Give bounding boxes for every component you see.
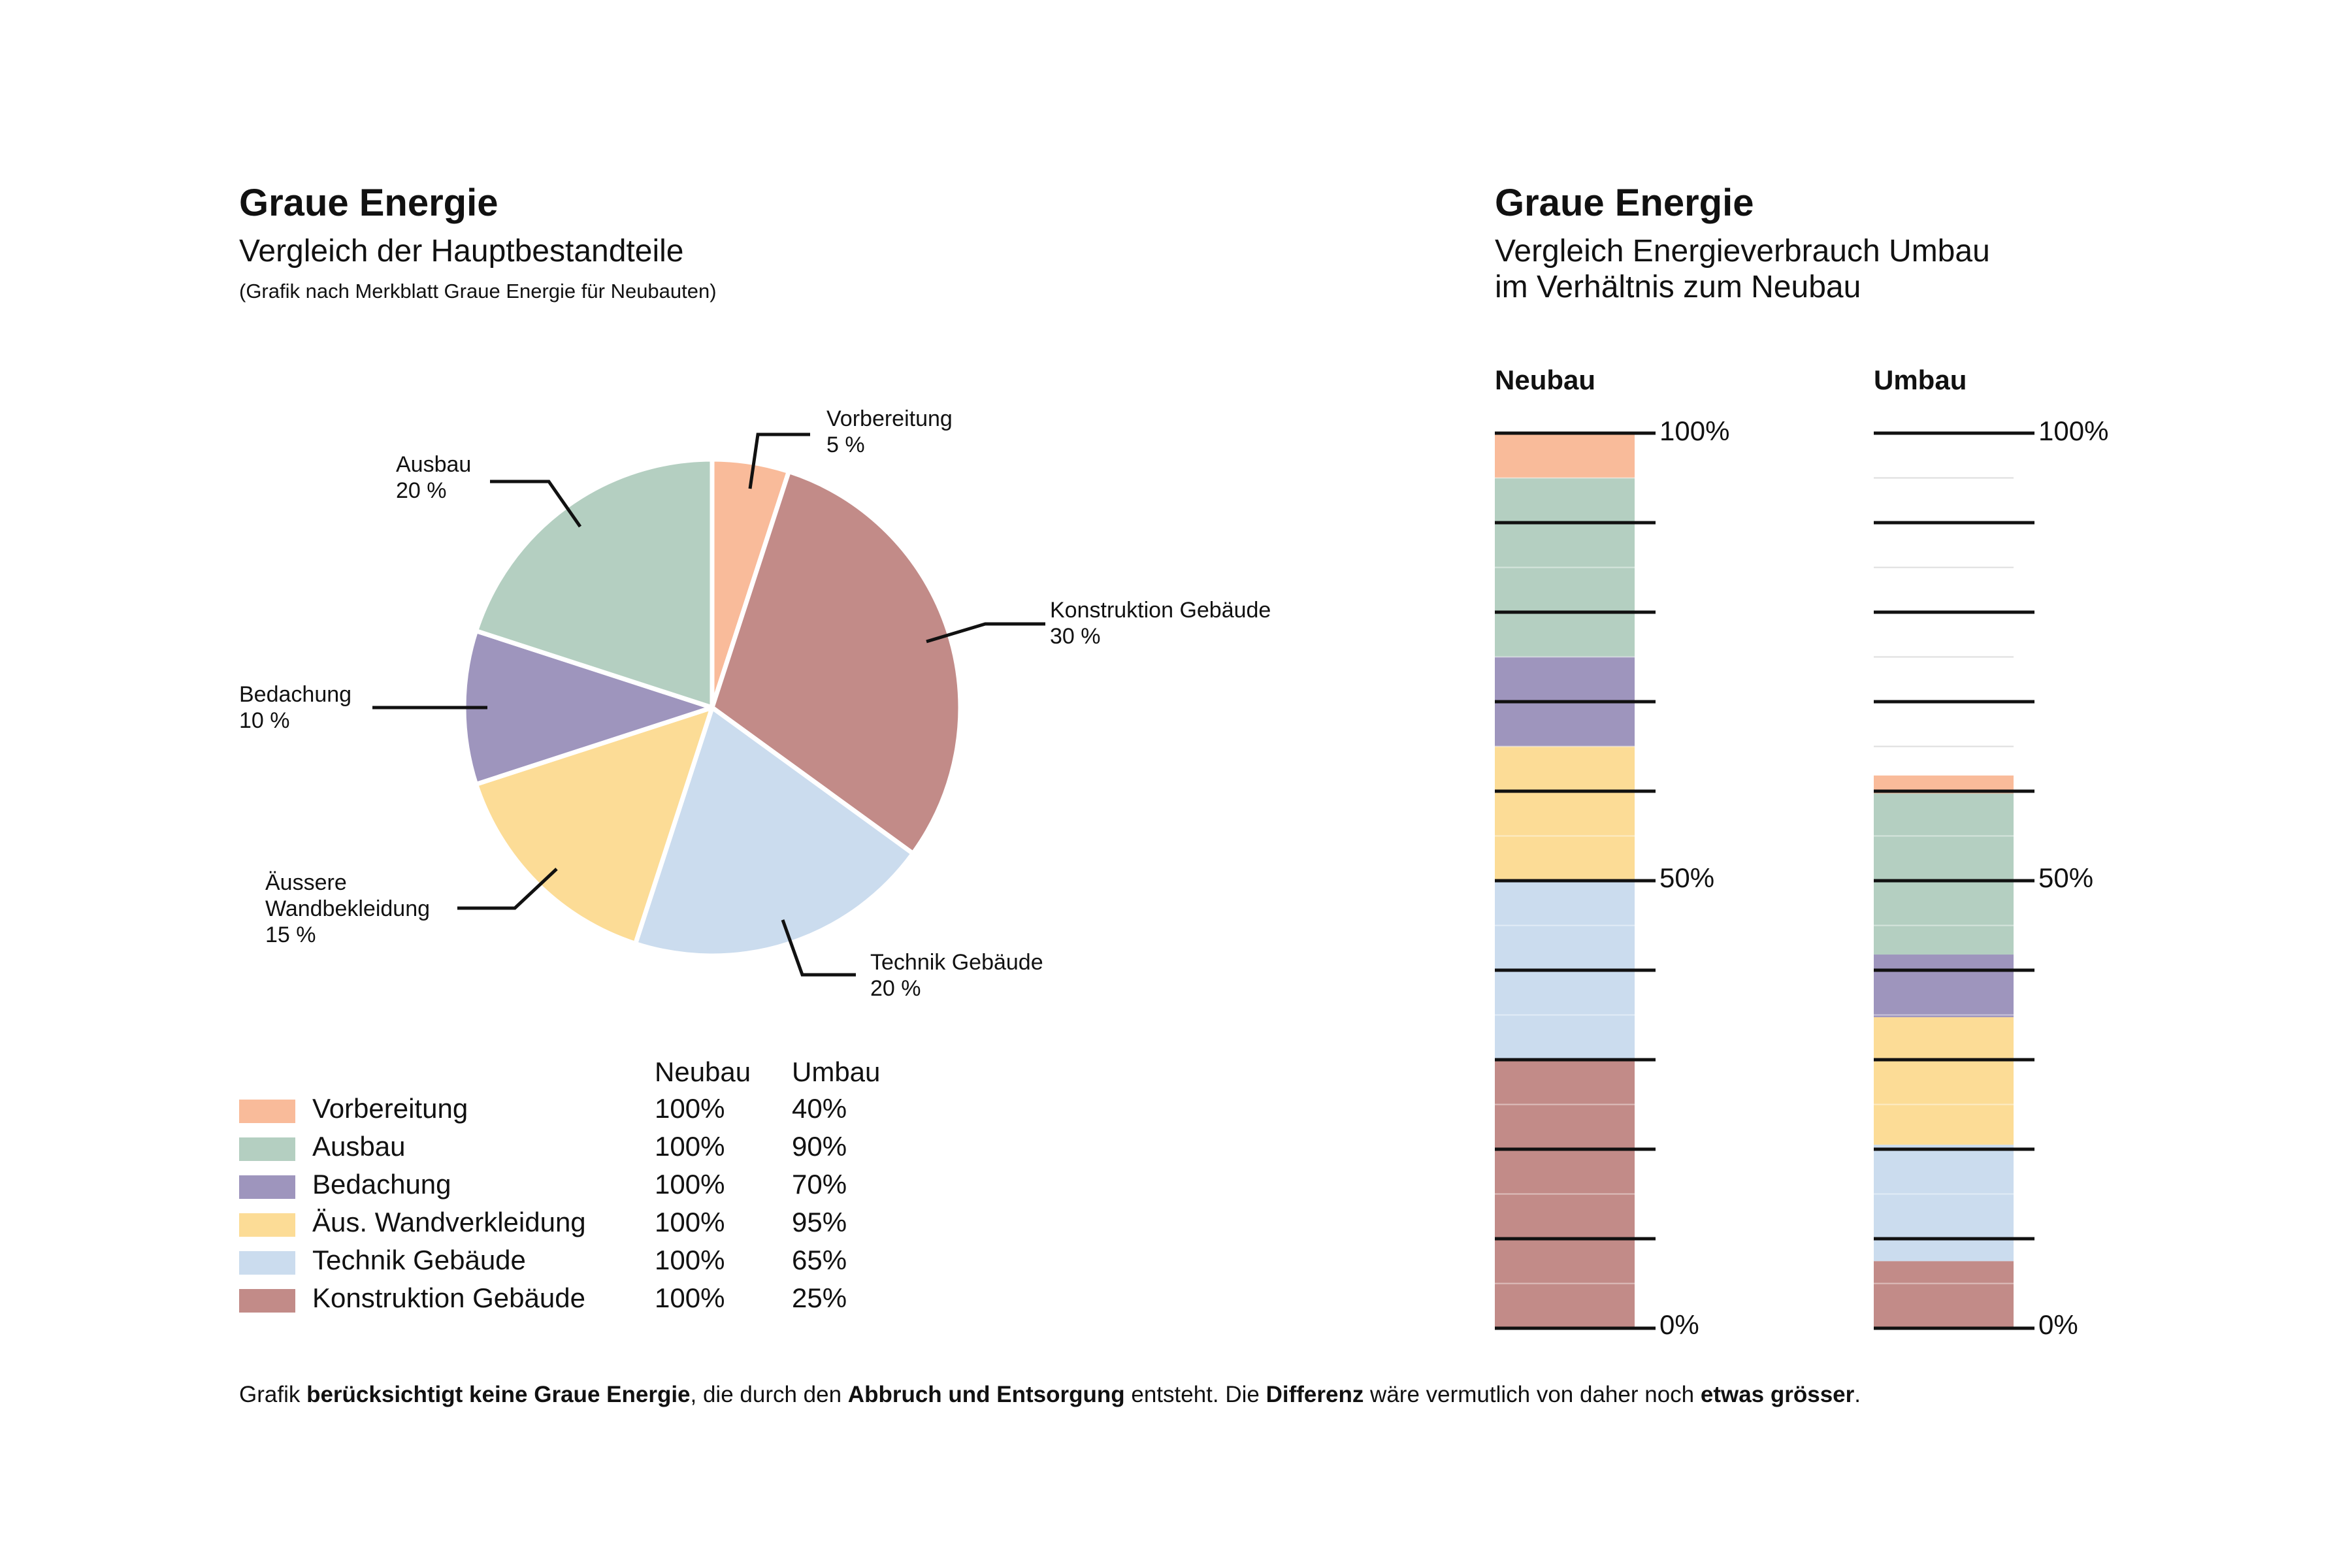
pie-label-ausbau-name: Ausbau [396,452,471,477]
leader-line-vorbereitung [748,433,810,489]
pie-label-ausbau-value: 20 % [396,478,447,503]
neubau-tick-label-100: 100% [1659,416,1729,446]
pie-label-wand-value: 15 % [265,923,316,947]
bar-segment-neubau-wand [1495,746,1635,881]
footnote-text: entsteht. Die [1124,1382,1266,1407]
bar-neubau [1495,433,1635,1328]
neubau-tick-label-0: 0% [1659,1309,1699,1340]
legend-value-neubau: 100% [655,1207,725,1237]
pie-label-technik-value: 20 % [870,976,921,1001]
leader-line-wand [457,868,558,910]
legend-swatch-bedachung [239,1175,295,1199]
pie-chart-title: Graue Energie [239,182,498,224]
table-header-neubau: Neubau [655,1056,751,1087]
leader-line-konstruktion [926,622,1045,644]
bar-segment-neubau-konstruktion [1495,1060,1635,1328]
bar-segment-neubau-ausbau [1495,478,1635,657]
bar-column-label-umbau: Umbau [1874,365,1967,395]
bar-chart-subtitle-line2: im Verhältnis zum Neubau [1495,270,1861,304]
footnote: Grafik berücksichtigt keine Graue Energi… [239,1382,1861,1408]
bar-column-label-neubau: Neubau [1495,365,1596,395]
legend-swatch-konstruktion [239,1289,295,1313]
legend-value-neubau: 100% [655,1169,725,1200]
bar-segment-neubau-vorbereitung [1495,433,1635,478]
pie-label-bedachung-value: 10 % [239,708,290,733]
legend-value-neubau: 100% [655,1245,725,1275]
legend-value-umbau: 70% [792,1169,847,1200]
legend-swatch-ausbau [239,1137,295,1161]
umbau-tick-label-0: 0% [2038,1309,2078,1340]
table-header-umbau: Umbau [792,1056,881,1087]
neubau-tick-label-50: 50% [1659,862,1714,893]
footnote-bold: berücksichtigt keine Graue Energie [306,1382,691,1407]
bar-segment-umbau-wand [1874,1017,2014,1145]
bar-segment-umbau-konstruktion [1874,1261,2014,1328]
legend-value-neubau: 100% [655,1093,725,1124]
pie-label-konstruktion-value: 30 % [1050,624,1101,649]
footnote-text: , die durch den [690,1382,848,1407]
footnote-text: Grafik [239,1382,307,1407]
legend-label: Äus. Wandverkleidung [312,1207,586,1237]
pie-slice-technik [633,705,915,958]
legend-value-neubau: 100% [655,1131,725,1162]
pie-label-vorbereitung-name: Vorbereitung [826,406,953,431]
pie-chart-source-note: (Grafik nach Merkblatt Graue Energie für… [239,280,717,302]
leader-line-ausbau [490,480,582,528]
legend-swatch-wand [239,1213,295,1237]
pie-label-konstruktion-name: Konstruktion Gebäude [1050,598,1271,623]
legend-value-umbau: 65% [792,1245,847,1275]
legend-label: Konstruktion Gebäude [312,1282,585,1313]
pie-label-vorbereitung-value: 5 % [826,433,865,457]
pie-slice-konstruktion [710,469,963,856]
legend-label: Ausbau [312,1131,406,1162]
pie-label-wand-name-line2: Wandbekleidung [265,896,430,921]
legend-label: Vorbereitung [312,1093,468,1124]
legend-value-neubau: 100% [655,1282,725,1313]
pie-label-bedachung-name: Bedachung [239,682,351,707]
pie-label-wand-name-line1: Äussere [265,870,347,895]
bar-segment-umbau-technik [1874,1145,2014,1262]
pie-chart-subtitle: Vergleich der Hauptbestandteile [239,234,684,269]
bar-umbau [1874,776,2014,1328]
bar-segment-umbau-ausbau [1874,793,2014,955]
legend-value-umbau: 90% [792,1131,847,1162]
legend-value-umbau: 25% [792,1282,847,1313]
bar-chart-subtitle-line1: Vergleich Energieverbrauch Umbau [1495,234,1990,269]
footnote-text: wäre vermutlich von daher noch [1364,1382,1701,1407]
umbau-tick-label-100: 100% [2038,416,2108,446]
bar-segment-umbau-bedachung [1874,955,2014,1017]
legend-label: Bedachung [312,1169,451,1200]
legend-swatch-technik [239,1251,295,1275]
pie-label-technik-name: Technik Gebäude [870,950,1043,975]
legend-value-umbau: 95% [792,1207,847,1237]
footnote-bold: Differenz [1266,1382,1364,1407]
footnote-bold: Abbruch und Entsorgung [847,1382,1125,1407]
legend-swatch-vorbereitung [239,1100,295,1123]
bar-chart-title: Graue Energie [1495,182,1754,224]
footnote-text: . [1854,1382,1861,1407]
leader-line-technik [781,919,856,977]
legend-label: Technik Gebäude [312,1245,526,1275]
footnote-bold: etwas grösser [1700,1382,1855,1407]
legend-value-umbau: 40% [792,1093,847,1124]
umbau-tick-label-50: 50% [2038,862,2093,893]
